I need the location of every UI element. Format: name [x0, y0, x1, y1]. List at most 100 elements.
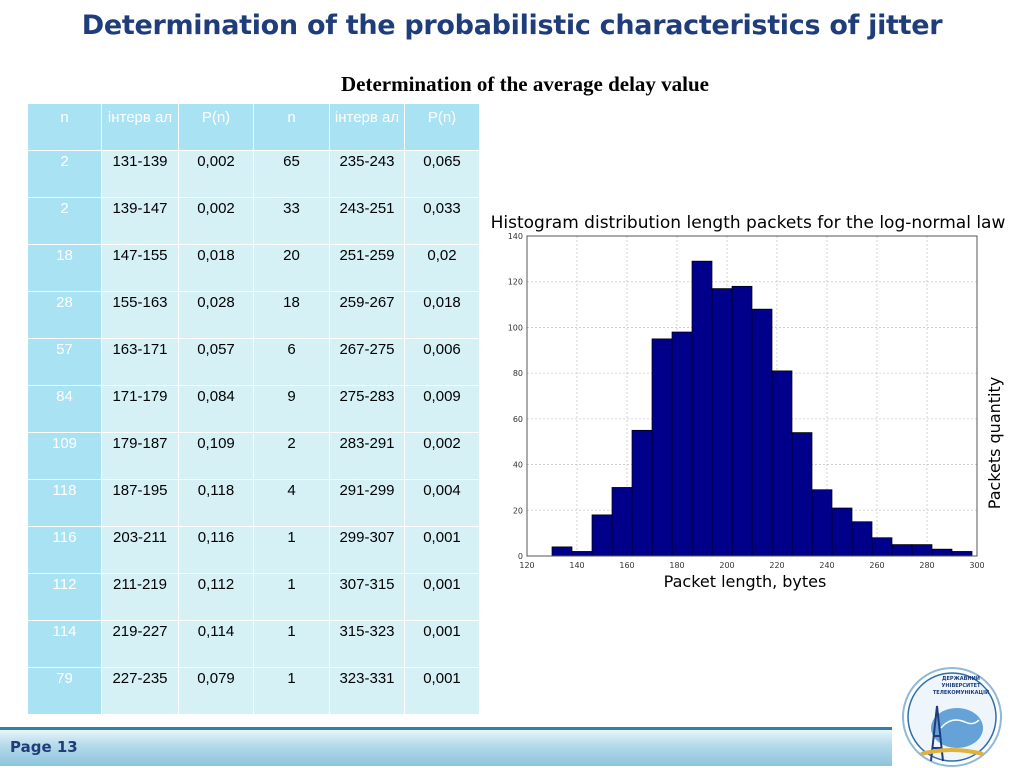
- cell-pn-2: 0,009: [404, 385, 480, 433]
- cell-interval: 219-227: [101, 620, 179, 668]
- slide-subtitle: Determination of the average delay value: [340, 72, 709, 96]
- logo-swoosh-icon: [940, 719, 980, 729]
- table-row: 79 227-235 0,079 1 323-331 0,001: [27, 667, 480, 715]
- cell-n-2: 18: [253, 291, 330, 339]
- table-row: 114 219-227 0,114 1 315-323 0,001: [27, 620, 480, 668]
- cell-n: 84: [27, 385, 102, 433]
- cell-n: 114: [27, 620, 102, 668]
- cell-interval-2: 283-291: [329, 432, 405, 480]
- table-row: 2 139-147 0,002 33 243-251 0,033: [27, 197, 480, 245]
- cell-interval-2: 291-299: [329, 479, 405, 527]
- table-header-row: n інтерв ал P(n) n інтерв ал P(n): [27, 103, 480, 151]
- cell-n-2: 4: [253, 479, 330, 527]
- histogram-bar: [911, 544, 933, 557]
- histogram-bar: [751, 308, 773, 557]
- histogram-bar: [871, 537, 893, 557]
- header-interval: інтерв ал: [101, 103, 179, 151]
- cell-interval-2: 251-259: [329, 244, 405, 292]
- header-n: n: [27, 103, 102, 151]
- cell-interval-2: 323-331: [329, 667, 405, 715]
- cell-interval-2: 307-315: [329, 573, 405, 621]
- histogram-bar: [831, 507, 853, 557]
- header-pn: P(n): [178, 103, 254, 151]
- chart-bars: [551, 260, 973, 557]
- cell-pn-2: 0,001: [404, 573, 480, 621]
- cell-n: 109: [27, 432, 102, 480]
- y-tick-label: 100: [508, 323, 523, 332]
- table-row: 2 131-139 0,002 65 235-243 0,065: [27, 150, 480, 198]
- cell-pn: 0,118: [178, 479, 254, 527]
- y-axis-label: Packets quantity: [985, 377, 1004, 509]
- cell-n-2: 20: [253, 244, 330, 292]
- cell-pn-2: 0,001: [404, 526, 480, 574]
- table-row: 57 163-171 0,057 6 267-275 0,006: [27, 338, 480, 386]
- plot-frame: [526, 235, 978, 557]
- y-tick-label: 140: [508, 232, 523, 241]
- cell-interval-2: 243-251: [329, 197, 405, 245]
- y-tick-label: 40: [513, 461, 523, 470]
- cell-interval-2: 267-275: [329, 338, 405, 386]
- cell-n-2: 1: [253, 573, 330, 621]
- cell-n-2: 9: [253, 385, 330, 433]
- university-logo: ДЕРЖАВНИЙ УНІВЕРСИТЕТ ТЕЛЕКОМУНІКАЦІЙ: [902, 667, 1002, 767]
- cell-interval: 131-139: [101, 150, 179, 198]
- cell-pn: 0,109: [178, 432, 254, 480]
- histogram-bar: [811, 489, 833, 557]
- x-tick-label: 240: [819, 561, 834, 570]
- y-tick-label: 20: [513, 506, 523, 515]
- cell-interval-2: 315-323: [329, 620, 405, 668]
- x-tick-label: 180: [669, 561, 684, 570]
- jitter-table: n інтерв ал P(n) n інтерв ал P(n) 2 131-1…: [27, 103, 480, 715]
- cell-n-2: 1: [253, 667, 330, 715]
- cell-pn: 0,114: [178, 620, 254, 668]
- header-n-2: n: [253, 103, 330, 151]
- histogram-bar: [631, 429, 653, 557]
- cell-pn: 0,002: [178, 150, 254, 198]
- histogram-chart: Histogram distribution length packets fo…: [491, 213, 1005, 591]
- slide-title: Determination of the probabilistic chara…: [81, 10, 943, 41]
- cell-pn: 0,116: [178, 526, 254, 574]
- header-interval-2: інтерв ал: [329, 103, 405, 151]
- header-pn-2: P(n): [404, 103, 480, 151]
- histogram-bar: [931, 548, 953, 557]
- histogram-bar: [551, 546, 573, 557]
- y-tick-label: 120: [508, 278, 523, 287]
- cell-pn: 0,002: [178, 197, 254, 245]
- histogram-bar: [731, 285, 753, 557]
- cell-interval: 187-195: [101, 479, 179, 527]
- histogram-bar: [771, 370, 793, 557]
- footer-divider: [0, 727, 892, 730]
- cell-interval: 155-163: [101, 291, 179, 339]
- cell-pn: 0,112: [178, 573, 254, 621]
- cell-interval: 163-171: [101, 338, 179, 386]
- cell-pn-2: 0,001: [404, 620, 480, 668]
- cell-interval: 211-219: [101, 573, 179, 621]
- x-tick-label: 260: [869, 561, 884, 570]
- x-axis-label: Packet length, bytes: [664, 572, 827, 591]
- cell-interval: 171-179: [101, 385, 179, 433]
- x-tick-label: 140: [569, 561, 584, 570]
- cell-interval: 179-187: [101, 432, 179, 480]
- cell-n-2: 65: [253, 150, 330, 198]
- cell-n: 57: [27, 338, 102, 386]
- logo-text-3: ТЕЛЕКОМУНІКАЦІЙ: [933, 688, 989, 696]
- chart-title: Histogram distribution length packets fo…: [491, 213, 1005, 233]
- histogram-bar: [591, 514, 613, 557]
- cell-n: 118: [27, 479, 102, 527]
- table-body: 2 131-139 0,002 65 235-243 0,065 2 139-147 0,002…: [27, 150, 480, 715]
- histogram-bar: [691, 260, 713, 557]
- cell-n-2: 2: [253, 432, 330, 480]
- table-row: 18 147-155 0,018 20 251-259 0,02: [27, 244, 480, 292]
- cell-n: 18: [27, 244, 102, 292]
- cell-pn-2: 0,002: [404, 432, 480, 480]
- cell-pn-2: 0,001: [404, 667, 480, 715]
- table-row: 28 155-163 0,028 18 259-267 0,018: [27, 291, 480, 339]
- cell-interval: 139-147: [101, 197, 179, 245]
- cell-interval-2: 235-243: [329, 150, 405, 198]
- cell-pn-2: 0,02: [404, 244, 480, 292]
- cell-pn: 0,028: [178, 291, 254, 339]
- histogram-bar: [791, 432, 813, 557]
- chart-axes: [526, 235, 978, 557]
- page-number: Page 13: [10, 738, 78, 756]
- cell-pn: 0,018: [178, 244, 254, 292]
